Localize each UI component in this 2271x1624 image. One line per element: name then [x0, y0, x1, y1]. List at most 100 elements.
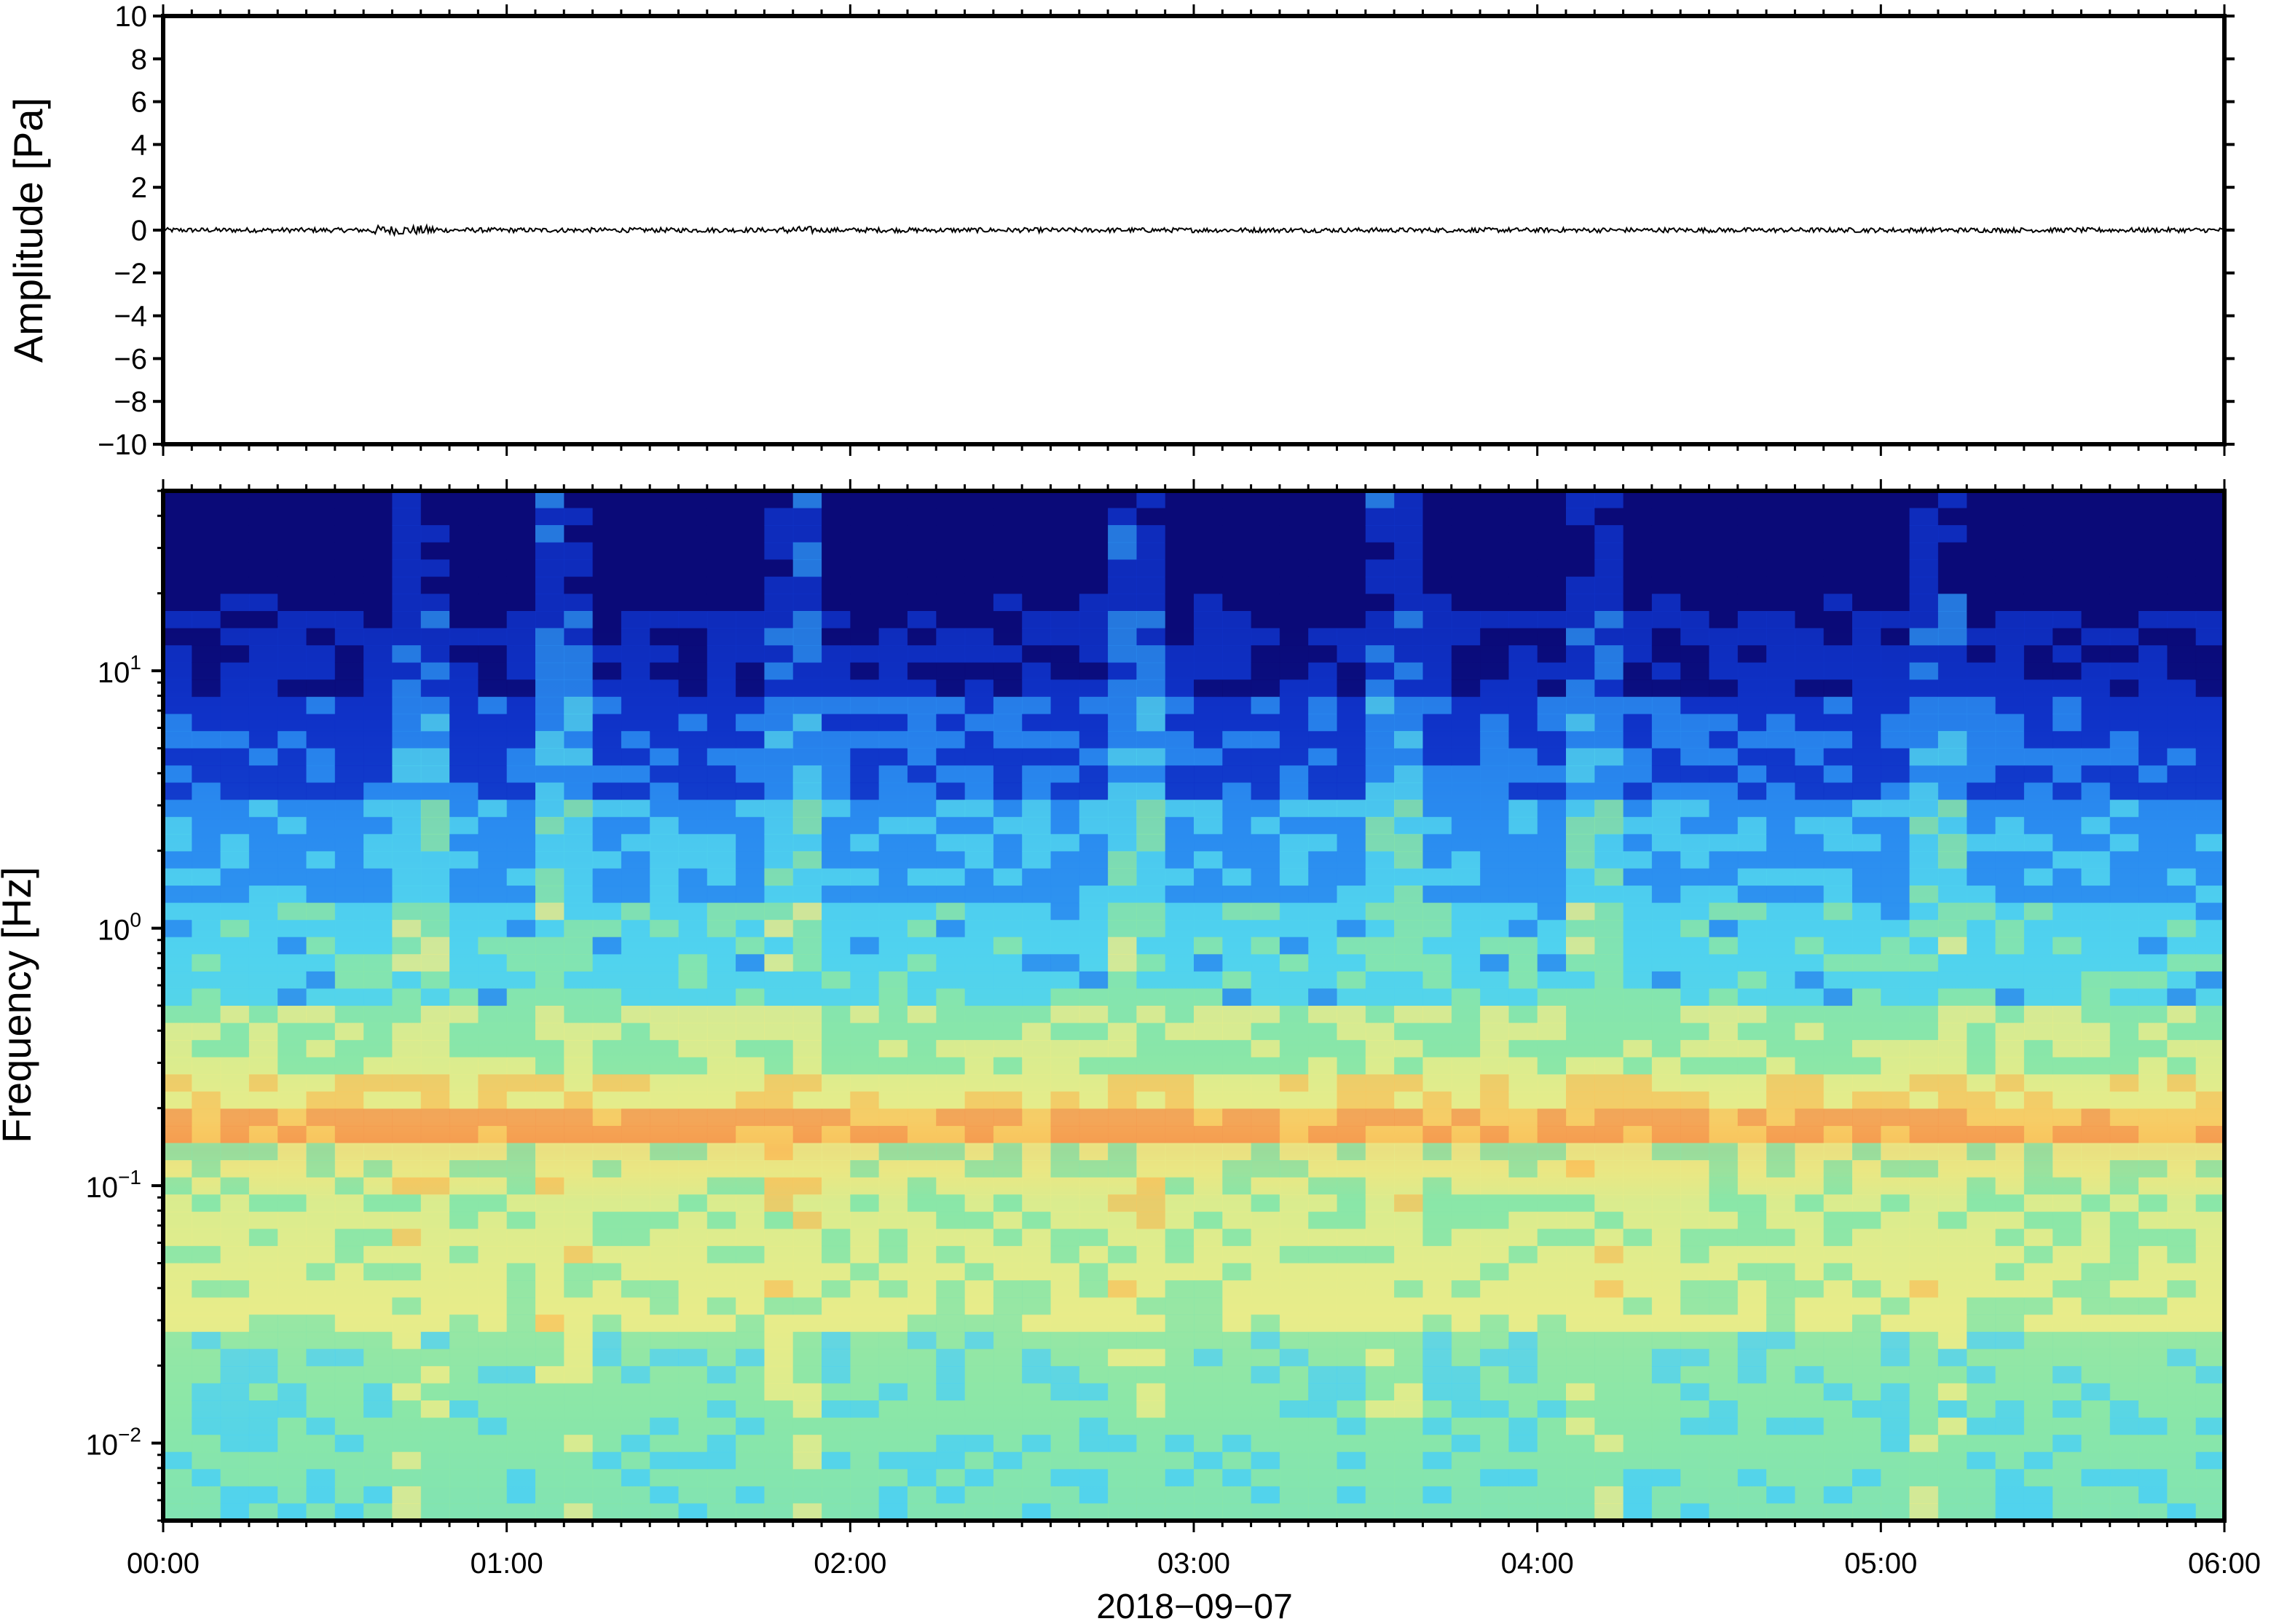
spectrogram-cell [822, 1160, 851, 1178]
spectrogram-cell [306, 748, 336, 766]
spectrogram-cell [792, 1040, 822, 1058]
spectrogram-cell [1766, 1417, 1795, 1435]
spectrogram-cell [1566, 1314, 1595, 1333]
spectrogram-cell [535, 1022, 564, 1041]
spectrogram-cell [650, 1280, 680, 1298]
spectrogram-cell [278, 1349, 307, 1367]
spectrogram-cell [1136, 1469, 1166, 1487]
spectrogram-cell [1566, 1143, 1595, 1161]
spectrogram-cell [1680, 1074, 1710, 1092]
spectrogram-cell [1365, 1331, 1395, 1349]
spectrogram-cell [306, 1245, 336, 1264]
spectrogram-cell [736, 748, 765, 766]
spectrogram-cell [535, 1006, 564, 1024]
spectrogram-cell [1050, 1314, 1080, 1333]
spectrogram-cell [1480, 971, 1509, 990]
spectrogram-cell [449, 645, 479, 663]
spectrogram-cell [478, 800, 508, 818]
spectrogram-cell [1594, 886, 1624, 904]
spectrogram-cell [363, 1229, 393, 1247]
spectrogram-cell [564, 1211, 594, 1229]
spectrogram-cell [1623, 1469, 1653, 1487]
spectrogram-cell [1651, 1126, 1681, 1144]
spectrogram-cell [220, 1280, 250, 1298]
spectrogram-cell [506, 662, 536, 680]
spectrogram-cell [936, 1022, 966, 1041]
spectrogram-cell [1194, 1263, 1223, 1281]
spectrogram-cell [2081, 1503, 2111, 1521]
spectrogram-cell [1079, 1314, 1109, 1333]
spectrogram-cell [564, 1108, 594, 1127]
spectrogram-cell [1394, 1194, 1423, 1213]
spectrogram-cell [1737, 800, 1767, 818]
spectrogram-cell [1451, 1297, 1481, 1315]
spectrogram-cell [163, 782, 192, 800]
spectrogram-cell [1422, 1143, 1452, 1161]
spectrogram-cell [1422, 937, 1452, 955]
spectrogram-cell [1108, 645, 1137, 663]
spectrogram-cell [1194, 816, 1223, 835]
spectrogram-cell [822, 1486, 851, 1505]
spectrogram-cell [1623, 559, 1653, 578]
spectrogram-cell [1881, 868, 1910, 886]
spectrogram-cell [1937, 1074, 1967, 1092]
spectrogram-cell [1766, 525, 1795, 543]
spectrogram-cell [449, 937, 479, 955]
spectrogram-cell [707, 662, 736, 680]
spectrogram-cell [2138, 1365, 2168, 1384]
spectrogram-cell [1995, 851, 2025, 870]
spectrogram-cell [1251, 1074, 1280, 1092]
spectrogram-cell [1967, 1451, 1996, 1470]
spectrogram-cell [1709, 1057, 1739, 1075]
spectrogram-cell [2109, 1451, 2139, 1470]
spectrogram-cell [306, 1229, 336, 1247]
spectrogram-cell [1594, 937, 1624, 955]
spectrogram-cell [1308, 1211, 1338, 1229]
spectrogram-cell [1222, 542, 1252, 560]
spectrogram-cell [1967, 508, 1996, 526]
spectrogram-cell [2138, 971, 2168, 990]
spectrogram-cell [535, 1057, 564, 1075]
spectrogram-cell [1251, 1006, 1280, 1024]
spectrogram-cell [1823, 1160, 1853, 1178]
spectrogram-cell [1537, 611, 1567, 629]
spectrogram-cell [1852, 594, 1881, 612]
spectrogram-cell [1451, 1331, 1481, 1349]
spectrogram-cell [878, 1331, 908, 1349]
spectrogram-cell [1251, 542, 1280, 560]
spectrogram-cell [1222, 508, 1252, 526]
spectrogram-cell [650, 920, 680, 938]
spectrogram-cell [220, 1451, 250, 1470]
spectrogram-cell [993, 1365, 1023, 1384]
spectrogram-cell [592, 679, 622, 698]
spectrogram-cell [822, 1245, 851, 1264]
spectrogram-cell [1795, 765, 1825, 784]
spectrogram-cell [1279, 748, 1309, 766]
spectrogram-cell [278, 1297, 307, 1315]
spectrogram-cell [2081, 954, 2111, 972]
spectrogram-cell [1680, 1297, 1710, 1315]
spectrogram-cell [1766, 662, 1795, 680]
spectrogram-cell [1165, 1229, 1194, 1247]
spectrogram-cell [822, 628, 851, 646]
spectrogram-cell [1909, 988, 1939, 1006]
spectrogram-cell [764, 765, 794, 784]
spectrogram-cell [334, 611, 364, 629]
spectrogram-cell [1881, 765, 1910, 784]
spectrogram-cell [1022, 1331, 1052, 1349]
spectrogram-cell [2052, 800, 2082, 818]
spectrogram-cell [192, 1349, 221, 1367]
spectrogram-cell [764, 714, 794, 732]
spectrogram-cell [334, 800, 364, 818]
spectrogram-cell [2109, 628, 2139, 646]
spectrogram-cell [1537, 559, 1567, 578]
spectrogram-cell [1537, 508, 1567, 526]
spectrogram-cell [822, 1022, 851, 1041]
spectrogram-cell [1422, 679, 1452, 698]
spectrogram-cell [220, 1469, 250, 1487]
spectrogram-cell [1852, 937, 1881, 955]
spectrogram-cell [1022, 1211, 1052, 1229]
spectrogram-cell [392, 508, 422, 526]
spectrogram-cell [363, 576, 393, 594]
spectrogram-cell [220, 1229, 250, 1247]
